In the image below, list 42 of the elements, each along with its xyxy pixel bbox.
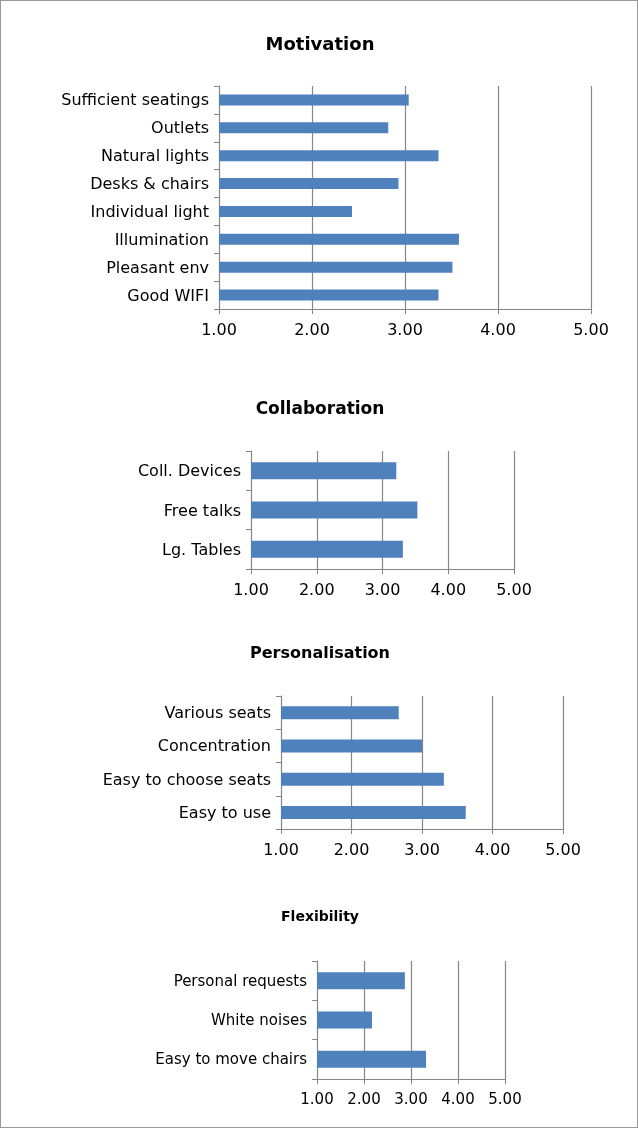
chart-title: Flexibility xyxy=(281,908,359,924)
y-tick-label: Various seats xyxy=(164,703,271,723)
y-tick-label: Natural lights xyxy=(101,146,209,166)
x-tick-label: 1.00 xyxy=(263,839,299,859)
y-tick-label: Easy to choose seats xyxy=(102,769,271,789)
x-tick-label: 2.00 xyxy=(294,319,330,339)
x-tick-label: 4.00 xyxy=(480,319,516,339)
x-tick-label: 2.00 xyxy=(298,579,335,599)
y-tick-label: Good WIFI xyxy=(127,285,209,305)
chart-title: Motivation xyxy=(265,32,375,54)
y-tick-label: Individual light xyxy=(90,201,209,221)
x-tick-label: 1.00 xyxy=(201,319,237,339)
x-tick-label: 4.00 xyxy=(430,579,467,599)
x-tick-label: 2.00 xyxy=(347,1089,381,1108)
x-tick-label: 5.00 xyxy=(496,579,532,599)
y-tick-label: Coll. Devices xyxy=(137,461,241,481)
chart-title: Collaboration xyxy=(255,397,385,418)
y-tick-label: Easy to move chairs xyxy=(155,1050,308,1069)
chart-title: Personalisation xyxy=(250,642,390,662)
y-tick-label: Concentration xyxy=(157,736,271,756)
x-tick-label: 5.00 xyxy=(545,839,581,859)
x-tick-label: 1.00 xyxy=(233,579,269,599)
x-tick-label: 4.00 xyxy=(441,1089,475,1108)
y-tick-label: White noises xyxy=(210,1011,308,1029)
y-tick-label: Illumination xyxy=(114,229,209,249)
x-tick-label: 4.00 xyxy=(474,839,511,859)
y-tick-label: Easy to use xyxy=(178,802,271,822)
y-tick-label: Free talks xyxy=(163,500,241,520)
x-tick-label: 5.00 xyxy=(488,1089,522,1108)
y-tick-label: Personal requests xyxy=(173,971,308,990)
x-tick-label: 5.00 xyxy=(573,319,609,339)
x-tick-label: 3.00 xyxy=(404,839,440,859)
y-tick-label: Outlets xyxy=(151,118,209,138)
y-tick-label: Sufficient seatings xyxy=(61,90,209,110)
x-tick-label: 3.00 xyxy=(394,1089,428,1108)
y-tick-label: Desks & chairs xyxy=(90,174,209,194)
x-tick-label: 1.00 xyxy=(300,1089,334,1108)
y-tick-label: Lg. Tables xyxy=(162,539,241,559)
x-tick-label: 2.00 xyxy=(333,839,370,859)
x-tick-label: 3.00 xyxy=(387,319,423,339)
y-tick-label: Pleasant env xyxy=(106,257,209,277)
x-tick-label: 3.00 xyxy=(364,579,401,599)
